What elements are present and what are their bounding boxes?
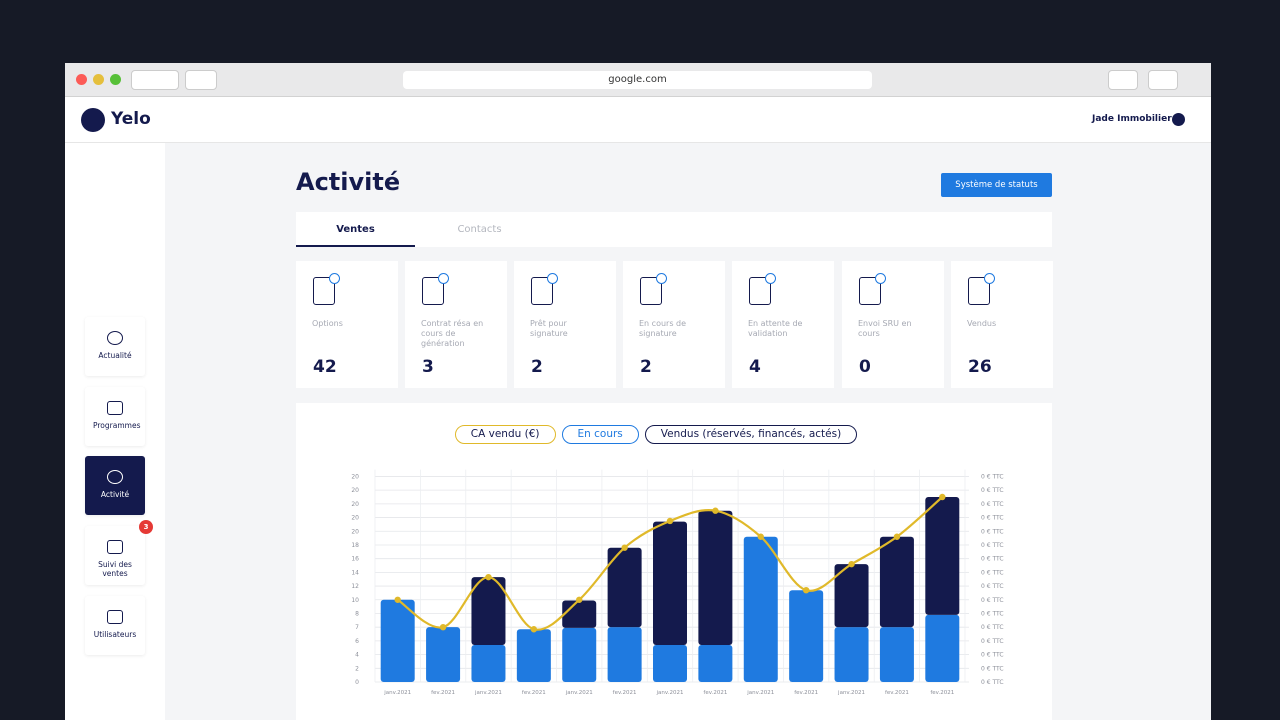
close[interactable] [76,74,87,85]
logo[interactable]: Yelo [111,109,151,129]
browser-toolbar: google.com [65,63,1211,97]
nav-label: Actualité [98,351,132,360]
card-icon [640,277,662,305]
card-value: 26 [968,357,992,377]
legend-item[interactable]: Vendus (réservés, financés, actés) [644,425,858,444]
card-value: 0 [859,357,871,377]
stat-card[interactable]: Vendus 26 [951,261,1053,388]
legend-item[interactable]: CA vendu (€) [454,425,556,444]
nav-item[interactable]: Utilisateurs [85,596,145,655]
card-label: Contrat résa en cours de génération [421,319,484,348]
card-icon-badge [438,273,449,284]
browser-window: google.com Yelo Jade Immobilier Actualit… [65,63,1211,720]
nav-item[interactable]: Programmes [85,387,145,446]
nav-label: Suivi des ventes [98,560,132,578]
nav-item[interactable]: Actualité [85,317,145,376]
card-icon [749,277,771,305]
card-label: Prêt pour signature [530,319,568,338]
tab[interactable]: Contacts [457,224,502,235]
tabs-button[interactable] [1148,70,1178,90]
stat-card[interactable]: Options 42 [296,261,398,388]
nav-badge: 3 [139,520,153,534]
zoom[interactable] [110,74,121,85]
card-icon-badge [765,273,776,284]
tab[interactable]: Ventes [296,212,415,247]
card-icon-badge [656,273,667,284]
card-value: 42 [313,357,337,377]
card-icon-badge [547,273,558,284]
card-label: Vendus [967,319,997,328]
nav-icon [107,401,123,415]
legend: CA vendu (€) En cours Vendus (réservés, fi… [278,425,1034,444]
share[interactable] [1108,70,1138,90]
stat-card[interactable]: En attente de validation 4 [732,261,834,388]
card-value: 2 [531,357,543,377]
card-icon-badge [329,273,340,284]
card-value: 2 [640,357,652,377]
nav-label: Activité [100,490,130,499]
nav-icon [107,470,123,484]
app-header: Yelo Jade Immobilier [65,97,1211,143]
minimize[interactable] [93,74,104,85]
card-label: Envoi SRU en cours [858,319,912,338]
card-icon [968,277,990,305]
card-icon [422,277,444,305]
card-label: En attente de validation [748,319,803,338]
card-icon [859,277,881,305]
user-name[interactable]: Jade Immobilier [1092,114,1172,124]
logo-icon [81,108,105,132]
nav-icon [107,610,123,624]
legend-item[interactable]: En cours [561,425,639,444]
card-icon-badge [984,273,995,284]
card-label: En cours de signature [639,319,687,338]
nav-item[interactable]: Suivi des ventes 3 [85,520,153,585]
nav-icon [107,540,123,554]
user-avatar[interactable] [1172,113,1185,126]
nav-item[interactable]: Activité [85,456,145,515]
stat-card[interactable]: Contrat résa en cours de génération 3 [405,261,507,388]
nav-buttons[interactable] [131,70,179,90]
card-icon [531,277,553,305]
card-icon [313,277,335,305]
card-icon-badge [875,273,886,284]
card-value: 3 [422,357,434,377]
page-title: Activité [296,168,401,196]
nav-icon [107,331,123,345]
nav-label: Programmes [93,421,141,430]
sidebar: Actualité Programmes Activité Suivi des ven… [65,143,165,720]
status-button[interactable]: Système de statuts [941,173,1052,197]
stat-card[interactable]: Envoi SRU en cours 0 [842,261,944,388]
chart-panel: CA vendu (€) En cours Vendus (réservés, fi… [296,403,1052,720]
nav-label: Utilisateurs [93,630,137,639]
url-bar[interactable]: google.com [403,71,872,89]
card-label: Options [312,319,343,328]
card-value: 4 [749,357,761,377]
stat-card[interactable]: En cours de signature 2 [623,261,725,388]
sidebar-toggle[interactable] [185,70,217,90]
stat-card[interactable]: Prêt pour signature 2 [514,261,616,388]
tabs: Ventes Contacts [296,212,1052,247]
